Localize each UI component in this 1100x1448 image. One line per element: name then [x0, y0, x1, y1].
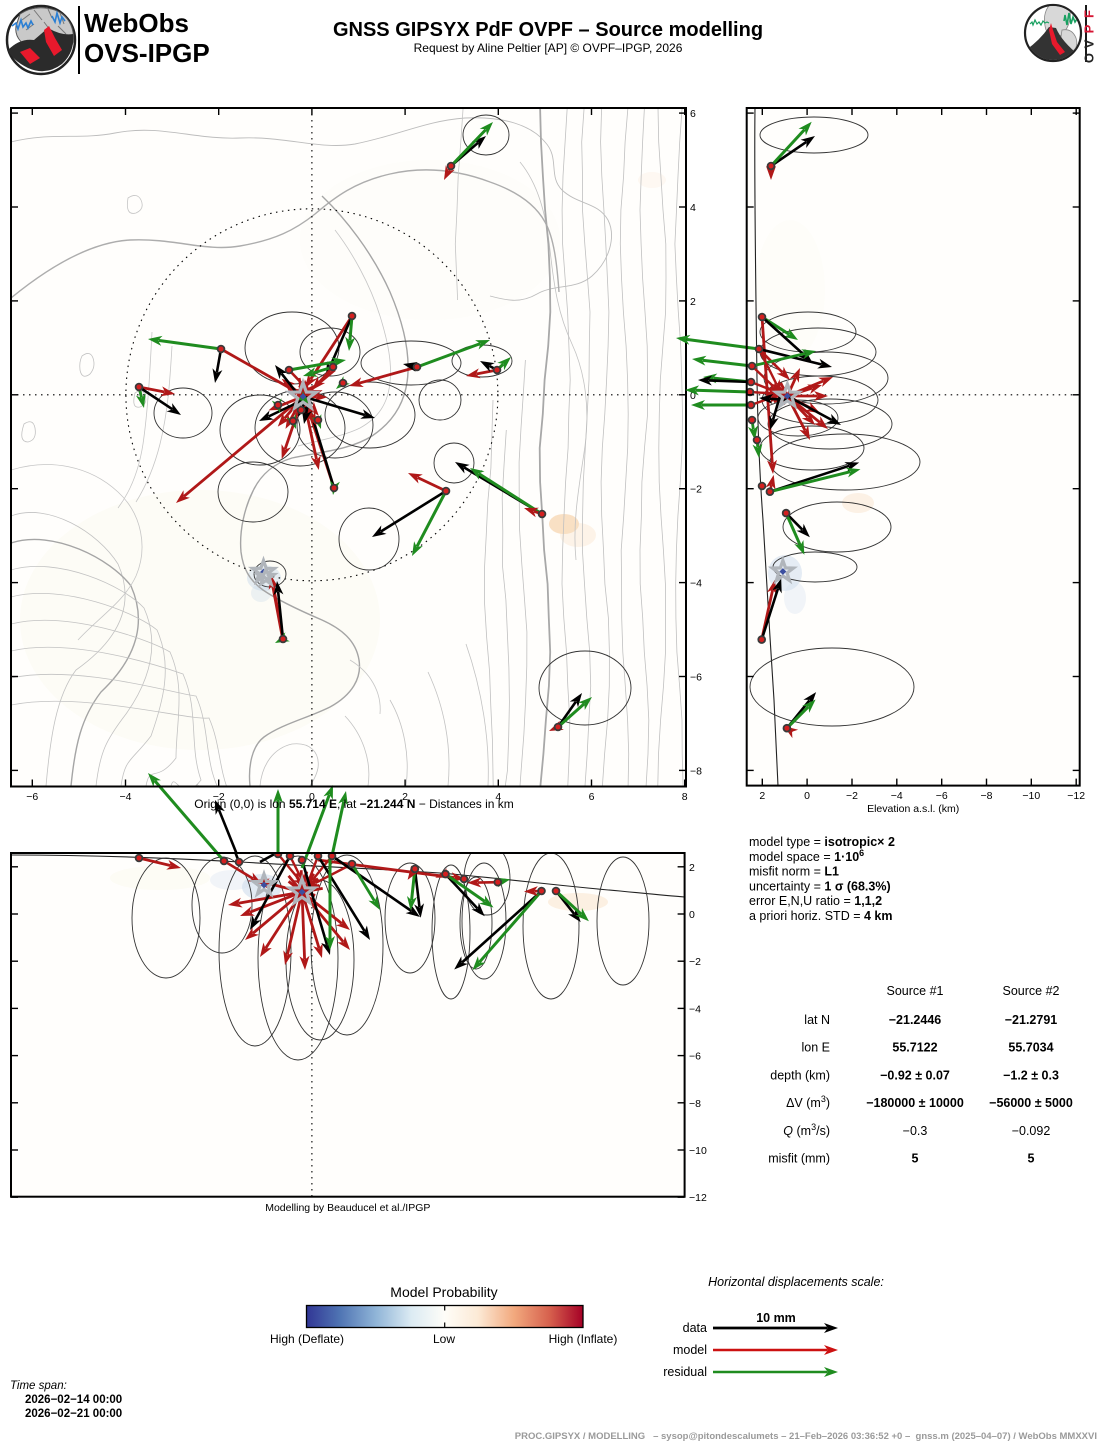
svg-text:model type = isotropic× 2: model type = isotropic× 2 [749, 835, 895, 849]
svg-text:−0.092: −0.092 [1012, 1124, 1051, 1138]
svg-text:Time span:: Time span: [10, 1380, 67, 1392]
svg-text:2026−02−21 00:00: 2026−02−21 00:00 [25, 1408, 122, 1420]
svg-text:error E,N,U ratio = 1,1,2: error E,N,U ratio = 1,1,2 [749, 894, 882, 908]
svg-text:PROC.GIPSYX / MODELLING – sy: PROC.GIPSYX / MODELLING – sysop@pitondes… [515, 1431, 1097, 1442]
svg-text:Request by Aline Peltier [AP]: Request by Aline Peltier [AP] © OVPF–IPG… [414, 41, 683, 55]
svg-text:−12: −12 [689, 1192, 707, 1204]
svg-text:2: 2 [759, 790, 765, 802]
svg-text:−180000 ± 10000: −180000 ± 10000 [866, 1096, 964, 1110]
svg-text:P: P [1082, 24, 1097, 33]
svg-text:residual: residual [663, 1365, 707, 1379]
svg-text:−0.92 ± 0.07: −0.92 ± 0.07 [880, 1068, 950, 1082]
svg-text:−4: −4 [689, 1003, 701, 1015]
svg-text:−4: −4 [891, 790, 903, 802]
svg-text:55.7122: 55.7122 [892, 1041, 937, 1055]
svg-text:4: 4 [690, 202, 696, 214]
svg-text:Model Probability: Model Probability [390, 1284, 497, 1300]
svg-text:−21.2791: −21.2791 [1005, 1013, 1058, 1027]
svg-text:−1.2 ± 0.3: −1.2 ± 0.3 [1003, 1068, 1059, 1082]
svg-text:High (Inflate): High (Inflate) [549, 1332, 618, 1346]
svg-text:2026−02−14 00:00: 2026−02−14 00:00 [25, 1394, 122, 1406]
svg-text:data: data [683, 1321, 707, 1335]
svg-text:depth (km): depth (km) [770, 1068, 830, 1082]
svg-text:10 mm: 10 mm [756, 1311, 796, 1325]
svg-text:−6: −6 [689, 1051, 701, 1063]
svg-text:High (Deflate): High (Deflate) [270, 1332, 344, 1346]
svg-text:misfit norm = L1: misfit norm = L1 [749, 865, 839, 879]
svg-text:0: 0 [804, 790, 810, 802]
svg-text:model: model [673, 1343, 707, 1357]
svg-text:−6: −6 [690, 672, 702, 684]
svg-text:−56000 ± 5000: −56000 ± 5000 [989, 1096, 1073, 1110]
svg-text:−10: −10 [1022, 790, 1040, 802]
svg-text:−2: −2 [689, 956, 701, 968]
svg-text:−10: −10 [689, 1145, 707, 1157]
svg-text:−8: −8 [690, 765, 702, 777]
svg-text:Horizontal displacements scale: Horizontal displacements scale: [708, 1275, 884, 1289]
svg-text:−12: −12 [1067, 790, 1085, 802]
svg-text:model space = 1·106: model space = 1·106 [749, 848, 864, 864]
svg-text:F: F [1082, 10, 1097, 18]
svg-text:lon E: lon E [802, 1041, 831, 1055]
svg-text:−8: −8 [981, 790, 993, 802]
svg-text:Q (m3/s): Q (m3/s) [783, 1122, 830, 1138]
svg-text:Modelling by Beauducel et al./: Modelling by Beauducel et al./IPGP [265, 1202, 430, 1214]
svg-text:uncertainty = 1 σ (68.3%): uncertainty = 1 σ (68.3%) [749, 879, 891, 893]
svg-text:−2: −2 [846, 790, 858, 802]
svg-text:Source #2: Source #2 [1003, 984, 1060, 998]
svg-text:55.7034: 55.7034 [1008, 1041, 1053, 1055]
svg-text:5: 5 [1028, 1152, 1035, 1166]
svg-text:0: 0 [689, 909, 695, 921]
svg-text:−6: −6 [936, 790, 948, 802]
svg-text:Source #1: Source #1 [887, 984, 944, 998]
svg-text:6: 6 [589, 791, 595, 803]
svg-text:−6: −6 [26, 791, 38, 803]
svg-text:GNSS GIPSYX PdF OVPF – Source: GNSS GIPSYX PdF OVPF – Source modelling [333, 19, 763, 41]
svg-text:a priori horiz. STD = 4 km: a priori horiz. STD = 4 km [749, 909, 892, 923]
svg-text:V: V [1082, 39, 1097, 48]
svg-text:2: 2 [689, 862, 695, 874]
svg-text:O: O [1082, 53, 1097, 63]
svg-text:−2: −2 [690, 484, 702, 496]
svg-text:−4: −4 [690, 578, 702, 590]
svg-text:Elevation a.s.l. (km): Elevation a.s.l. (km) [867, 803, 959, 815]
svg-text:5: 5 [912, 1152, 919, 1166]
svg-text:−0.3: −0.3 [903, 1124, 928, 1138]
svg-text:lat N: lat N [804, 1013, 830, 1027]
svg-text:misfit (mm): misfit (mm) [768, 1152, 830, 1166]
svg-text:Low: Low [433, 1332, 455, 1346]
svg-text:8: 8 [682, 791, 688, 803]
svg-text:6: 6 [690, 108, 696, 120]
svg-text:Origin (0,0) is lon 55.714 E,: Origin (0,0) is lon 55.714 E, lat −21.24… [194, 797, 514, 811]
svg-text:−21.2446: −21.2446 [889, 1013, 942, 1027]
svg-text:2: 2 [690, 296, 696, 308]
svg-text:−8: −8 [689, 1098, 701, 1110]
svg-text:−4: −4 [120, 791, 132, 803]
svg-text:OVS-IPGP: OVS-IPGP [84, 38, 210, 68]
svg-text:WebObs: WebObs [84, 8, 189, 38]
